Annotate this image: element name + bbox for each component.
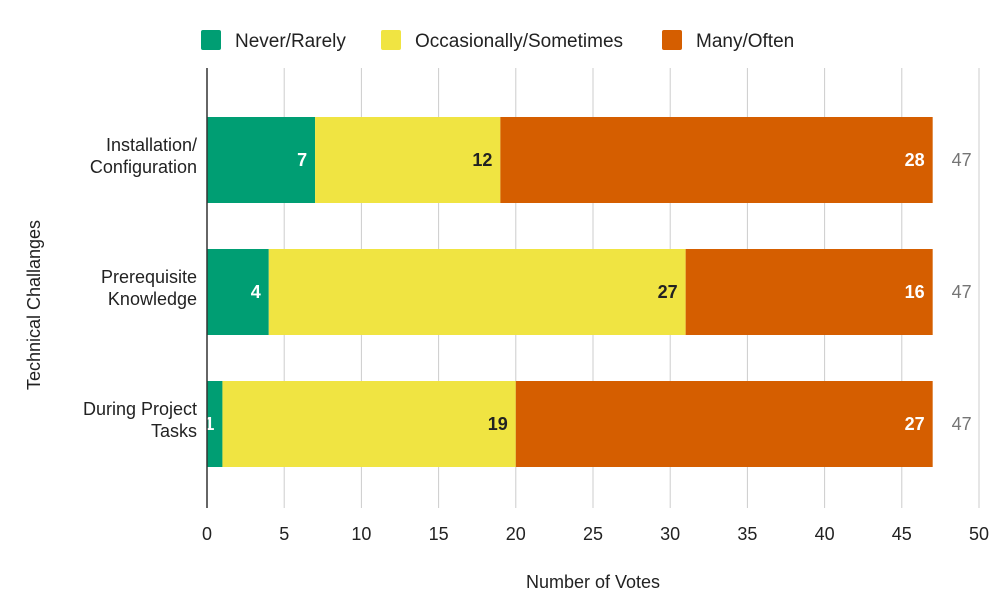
category-label: Prerequisite Knowledge: [101, 267, 197, 309]
legend: Never/Rarely Occasionally/Sometimes Many/O…: [201, 30, 794, 52]
x-tick-label: 40: [815, 524, 835, 544]
y-axis-title: Technical Challanges: [24, 220, 44, 390]
legend-label: Occasionally/Sometimes: [415, 31, 623, 52]
bar-segment: [207, 381, 223, 467]
bar-value-label: 16: [905, 282, 925, 302]
legend-swatch: [662, 30, 682, 50]
bar-value-label: 1: [204, 414, 214, 434]
x-tick-label: 30: [660, 524, 680, 544]
x-axis-title: Number of Votes: [526, 572, 660, 592]
legend-label: Many/Often: [696, 31, 794, 52]
bar-value-label: 4: [251, 282, 261, 302]
category-label: Installation/Configuration: [90, 135, 197, 177]
bar-segment: [500, 117, 933, 203]
bar-value-label: 27: [658, 282, 678, 302]
x-tick-labels: 0 5 10 15 20 25 30 35 40 45 50: [202, 524, 989, 544]
bar-value-label: 12: [472, 150, 492, 170]
x-tick-label: 20: [506, 524, 526, 544]
x-tick-label: 0: [202, 524, 212, 544]
bar-segment: [685, 249, 933, 335]
bar-segment: [515, 381, 933, 467]
bars: 7 12 28 47 4 27 16 47 1 19 27 47: [204, 117, 972, 467]
legend-item: Occasionally/Sometimes: [381, 30, 623, 52]
category-labels: Installation/Configuration Prerequisite Kn…: [83, 135, 197, 441]
bar-segment: [222, 381, 516, 467]
legend-item: Never/Rarely: [201, 30, 346, 52]
bar-total-label: 47: [952, 414, 972, 434]
bar-segment: [268, 249, 686, 335]
bar-value-label: 19: [488, 414, 508, 434]
legend-item: Many/Often: [662, 30, 794, 52]
x-tick-label: 5: [279, 524, 289, 544]
legend-label: Never/Rarely: [235, 31, 346, 52]
bar-value-label: 7: [297, 150, 307, 170]
bar-total-label: 47: [952, 150, 972, 170]
bar-segment: [315, 117, 501, 203]
bar-value-label: 28: [905, 150, 925, 170]
x-tick-label: 35: [737, 524, 757, 544]
x-tick-label: 25: [583, 524, 603, 544]
legend-swatch: [381, 30, 401, 50]
category-label: During Project Tasks: [83, 399, 197, 441]
bar-segment: [207, 117, 316, 203]
bar-total-label: 47: [952, 282, 972, 302]
x-tick-label: 45: [892, 524, 912, 544]
x-tick-label: 10: [351, 524, 371, 544]
x-tick-label: 50: [969, 524, 989, 544]
bar-value-label: 27: [905, 414, 925, 434]
legend-swatch: [201, 30, 221, 50]
bar-segment: [207, 249, 269, 335]
x-tick-label: 15: [429, 524, 449, 544]
